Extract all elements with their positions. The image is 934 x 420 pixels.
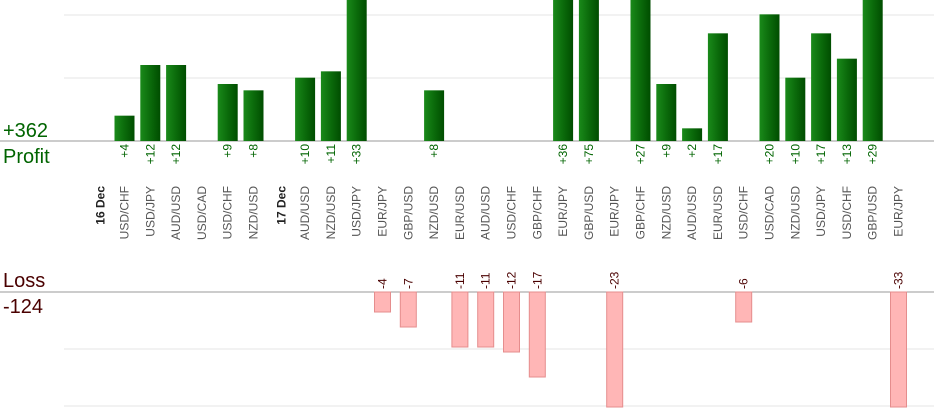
profit-value-label: +9 <box>659 144 673 158</box>
profit-value-label: +10 <box>298 144 312 165</box>
profit-bar <box>217 84 238 141</box>
category-label: EUR/JPY <box>608 186 622 237</box>
profit-value-label: +11 <box>324 144 338 164</box>
profit-total: +362 <box>3 120 49 142</box>
loss-label: Loss <box>3 270 46 292</box>
profit-bar <box>707 33 728 142</box>
profit-bar <box>630 0 651 141</box>
category-label: EUR/JPY <box>556 186 570 237</box>
category-label: USD/CHF <box>737 186 751 239</box>
profit-value-label: +12 <box>169 144 183 165</box>
category-label: NZD/USD <box>427 186 441 240</box>
date-label: 16 Dec <box>94 186 108 225</box>
category-label: GBP/CHF <box>634 186 648 239</box>
category-label: USD/JPY <box>350 186 364 237</box>
loss-bar <box>477 291 495 348</box>
loss-bar <box>528 291 546 378</box>
loss-value-label: -17 <box>530 271 544 289</box>
profit-bar <box>114 115 135 141</box>
profit-value-label: +75 <box>582 144 596 165</box>
profit-bar <box>140 65 161 141</box>
category-label: AUD/USD <box>169 186 183 240</box>
loss-value-label: -12 <box>505 271 519 289</box>
profit-value-label: +36 <box>556 144 570 165</box>
loss-bar <box>374 291 391 313</box>
profit-bar <box>862 0 883 141</box>
loss-bar <box>735 291 753 323</box>
profit-value-label: +29 <box>866 144 880 165</box>
category-label: NZD/USD <box>659 186 673 240</box>
category-label: GBP/CHF <box>530 186 544 239</box>
category-label: EUR/JPY <box>376 186 390 237</box>
category-label: NZD/USD <box>247 186 261 240</box>
category-label: USD/JPY <box>143 186 157 237</box>
profit-value-label: +17 <box>814 144 828 165</box>
profit-bar <box>759 14 780 141</box>
category-label: AUD/USD <box>685 186 699 240</box>
profit-label: Profit <box>3 146 50 168</box>
profit-bar <box>811 33 832 142</box>
loss-bar <box>399 291 417 328</box>
profit-value-label: +13 <box>840 144 854 165</box>
category-label: USD/CAD <box>763 186 777 240</box>
profit-value-label: +2 <box>685 144 699 158</box>
profit-bar <box>166 65 187 141</box>
profit-value-label: +4 <box>118 144 132 158</box>
loss-value-label: -7 <box>401 278 415 289</box>
profit-bar <box>295 77 316 141</box>
profit-bar <box>320 71 341 141</box>
category-label: USD/CHF <box>221 186 235 239</box>
profit-bar <box>836 58 857 141</box>
category-label: USD/CAD <box>195 186 209 240</box>
profit-bar <box>553 0 574 141</box>
profit-value-label: +10 <box>788 144 802 165</box>
profit-value-label: +20 <box>763 144 777 165</box>
profit-bar <box>243 90 264 141</box>
loss-bar <box>890 291 907 408</box>
profit-value-label: +8 <box>427 144 441 158</box>
profit-bar <box>656 84 677 141</box>
category-label: USD/CHF <box>505 186 519 239</box>
category-label: AUD/USD <box>479 186 493 240</box>
category-label: GBP/USD <box>866 186 880 240</box>
profit-value-label: +8 <box>247 144 261 158</box>
profit-value-label: +27 <box>634 144 648 165</box>
category-label: GBP/USD <box>582 186 596 240</box>
category-label: EUR/JPY <box>892 186 906 237</box>
loss-bar <box>451 291 469 348</box>
category-label: USD/CHF <box>840 186 854 239</box>
loss-total: -124 <box>3 296 44 318</box>
category-label: EUR/USD <box>711 186 725 240</box>
loss-value-label: -6 <box>737 278 751 289</box>
profit-value-label: +12 <box>143 144 157 165</box>
loss-value-label: -11 <box>453 272 467 289</box>
category-label: NZD/USD <box>788 186 802 240</box>
profit-value-label: +17 <box>711 144 725 165</box>
category-label: USD/JPY <box>814 186 828 237</box>
category-label: EUR/USD <box>453 186 467 240</box>
profit-value-label: +9 <box>221 144 235 158</box>
loss-bar <box>606 291 624 408</box>
loss-value-label: -4 <box>376 278 390 289</box>
profit-value-label: +33 <box>350 144 364 165</box>
loss-value-label: -11 <box>479 272 493 289</box>
loss-value-label: -23 <box>608 271 622 289</box>
loss-bar <box>503 291 520 353</box>
loss-value-label: -33 <box>892 271 906 289</box>
profit-bar <box>785 77 806 141</box>
category-label: NZD/USD <box>324 186 338 240</box>
profit-bar <box>682 128 703 141</box>
profit-bar <box>346 0 367 141</box>
category-label: AUD/USD <box>298 186 312 240</box>
category-label: USD/CHF <box>118 186 132 239</box>
profit-bar <box>424 90 445 141</box>
profit-bar <box>578 0 599 141</box>
category-label: GBP/USD <box>401 186 415 240</box>
date-label: 17 Dec <box>274 186 288 225</box>
